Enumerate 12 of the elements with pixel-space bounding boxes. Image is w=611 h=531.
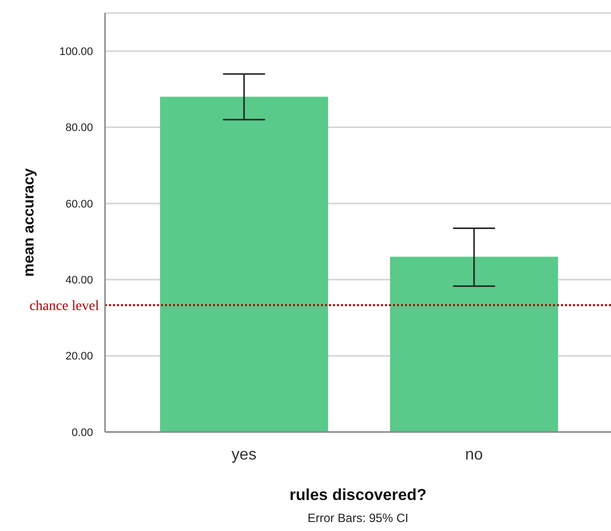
y-axis-title: mean accuracy <box>20 168 38 277</box>
y-tick-label: 60.00 <box>65 198 93 210</box>
y-tick-label: 40.00 <box>65 274 93 287</box>
x-axis-title: rules discovered? <box>290 487 426 504</box>
x-tick-label: no <box>465 446 483 464</box>
y-tick-label: 0.00 <box>72 426 93 439</box>
text: Error Bars: 95% CI <box>306 511 410 525</box>
ref-line-label: chance level <box>29 299 100 314</box>
x-tick-label: yes <box>232 446 256 464</box>
y-tick-label: 20.00 <box>65 350 93 363</box>
y-tick-label: 80.00 <box>65 122 93 134</box>
y-tick-label: 100.00 <box>59 46 93 58</box>
